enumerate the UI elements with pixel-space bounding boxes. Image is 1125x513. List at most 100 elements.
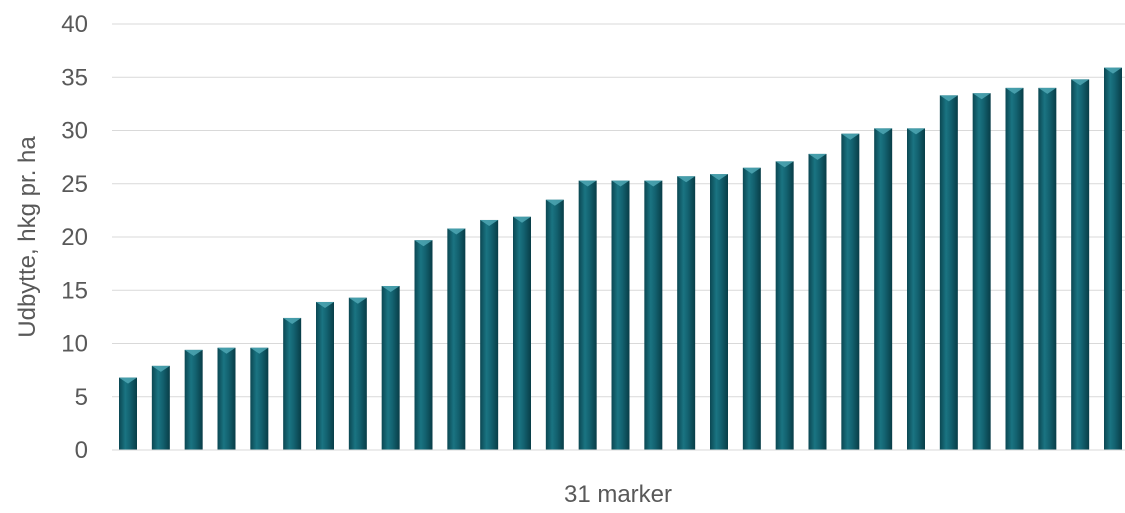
bar-cap [644,180,663,187]
bar-body [480,219,499,450]
bar [414,240,433,450]
bar-body [283,317,302,450]
bar [1005,87,1024,451]
bar-cap [775,161,794,168]
bar-cap [119,377,137,384]
bar [775,161,794,450]
bar-body [939,95,958,450]
bar [316,301,334,450]
bar [677,176,696,451]
bar-cap [250,347,269,354]
bar-body [644,180,663,450]
y-tick-label: 0 [75,437,88,464]
bar-cap [841,133,860,140]
bar [184,349,203,450]
bar [939,95,958,450]
bar [348,297,367,450]
bar-body [545,199,564,450]
bar-cap [874,128,893,135]
bar-body [907,128,925,450]
bar [644,180,663,450]
bar [283,317,302,450]
bar-cap [1005,87,1024,94]
bar-cap [545,199,564,206]
y-tick-label: 20 [61,224,88,251]
bar-body [742,167,761,450]
bar [1104,67,1122,450]
bar-body [775,161,794,450]
bar-cap [578,180,597,187]
bar [1038,87,1057,451]
bar-body [1104,67,1122,450]
bar-cap [611,180,630,187]
y-tick-label: 25 [61,171,88,198]
bar [381,285,400,450]
bar-cap [742,167,761,174]
bar [808,153,827,450]
bar-cap [710,174,728,181]
bar-cap [513,216,531,223]
y-tick-label: 40 [61,11,88,38]
bar-cap [414,240,433,247]
bar-cap [1071,79,1090,86]
bar-body [316,301,334,450]
bar [119,377,137,450]
bar [1071,79,1090,450]
bar-cap [348,297,367,304]
bar-body [414,240,433,450]
bar-cap [480,219,499,226]
bar-cap [972,93,991,100]
bar [578,180,597,450]
bar-body [381,285,400,450]
bar-body [972,93,991,450]
bar [742,167,761,450]
bar-cap [381,285,400,292]
bar [250,347,269,450]
bar-cap [217,347,236,354]
bar-body [348,297,367,450]
x-axis-title: 31 marker [564,481,672,508]
bar-body [808,153,827,450]
bar [841,133,860,450]
bar [217,347,236,450]
bar [447,228,466,450]
bar-body [710,174,728,451]
bar-body [447,228,466,450]
bar-cap [184,349,203,356]
bar [151,365,170,450]
bar [874,128,893,450]
bar [972,93,991,450]
bar-cap [283,317,302,324]
bar-body [1005,87,1024,451]
bar-cap [1104,67,1122,74]
bar-body [119,377,137,450]
bar-cap [808,153,827,160]
bar-body [217,347,236,450]
bar-cap [907,128,925,135]
bar-body [513,216,531,450]
bar-body [1071,79,1090,450]
bar-body [611,180,630,450]
y-tick-label: 35 [61,64,88,91]
y-tick-label: 5 [75,384,88,411]
bar-cap [939,95,958,102]
y-axis-title: Udbytte, hkg pr. ha [14,136,41,338]
bar [513,216,531,450]
bar-cap [1038,87,1057,94]
bar-body [151,365,170,450]
y-axis-ticks: 0 5 10 15 20 25 30 35 40 [61,11,88,464]
bar-cap [151,365,170,372]
bar-body [1038,87,1057,451]
bar-body [578,180,597,450]
bar-body [677,176,696,451]
bar [545,199,564,450]
y-tick-label: 10 [61,331,88,358]
bar-cap [677,176,696,183]
y-tick-label: 30 [61,118,88,145]
bar [611,180,630,450]
bar-body [250,347,269,450]
y-tick-label: 15 [61,277,88,304]
bar [480,219,499,450]
bar-body [184,349,203,450]
